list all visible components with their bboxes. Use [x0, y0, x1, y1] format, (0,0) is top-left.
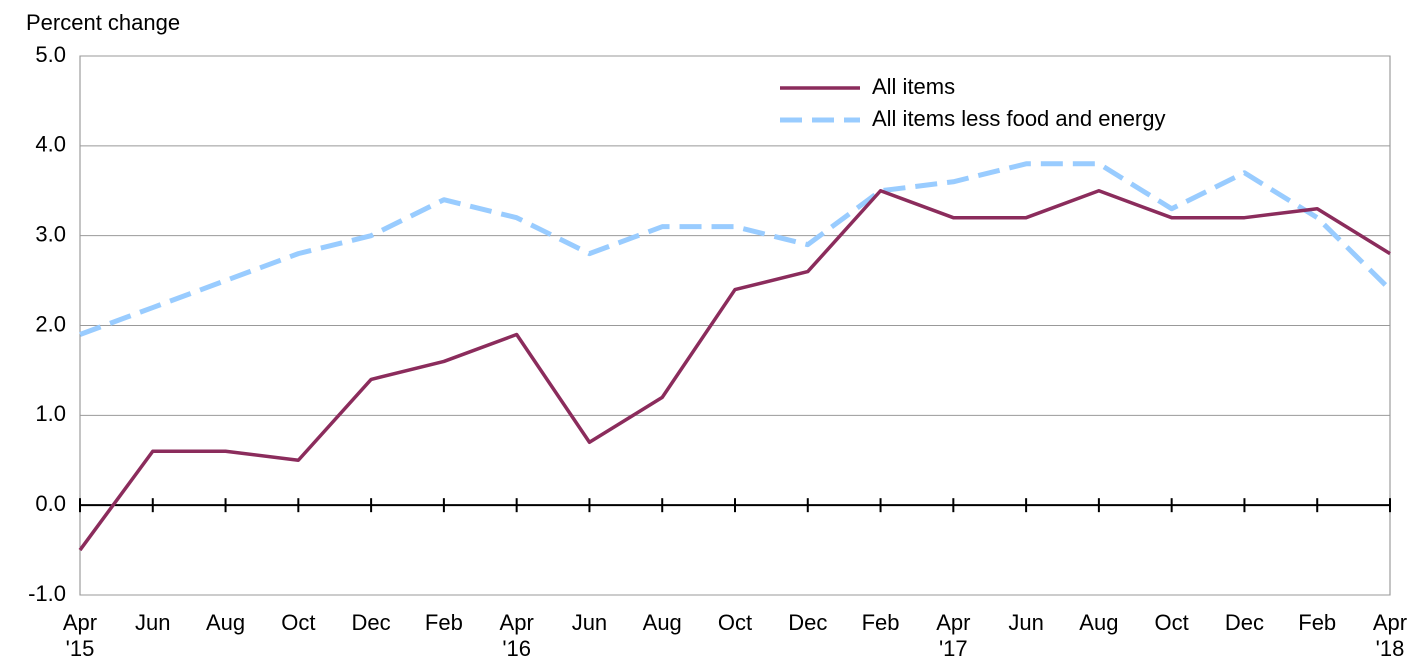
x-tick-label: Dec [1224, 610, 1264, 635]
x-tick-label: Feb [861, 610, 900, 635]
series-line [79, 161, 1392, 337]
x-tick-label: Apr '17 [936, 610, 971, 661]
x-tick-label: Apr '15 [62, 610, 98, 661]
x-tick-label: Dec [351, 610, 391, 635]
x-tick-label: Jun [1008, 610, 1044, 635]
y-tick-label: 4.0 [35, 132, 66, 157]
y-tick-label: 1.0 [35, 401, 66, 426]
y-tick-label: 0.0 [35, 491, 66, 516]
x-tick-label: Jun [571, 610, 608, 635]
x-tick-label: Dec [788, 610, 828, 635]
x-tick-label: Feb [424, 610, 463, 635]
y-axis-label: Percent change [26, 10, 180, 35]
y-tick-label: 2.0 [35, 311, 66, 336]
x-tick-label: Aug [1079, 610, 1119, 635]
x-tick-label: Aug [205, 610, 246, 635]
x-tick-label: Jun [135, 610, 171, 635]
y-tick-label: 5.0 [35, 42, 66, 67]
series-line [78, 189, 1391, 552]
y-tick-label: -1.0 [28, 581, 66, 606]
y-tick-label: 3.0 [35, 221, 66, 246]
legend-label: All items less food and energy [872, 106, 1166, 131]
x-tick-label: Apr '18 [1372, 610, 1408, 661]
x-tick-label: Oct [281, 610, 316, 635]
x-tick-label: Oct [1154, 610, 1189, 635]
x-tick-label: Feb [1298, 610, 1337, 635]
x-tick-label: Oct [717, 610, 753, 635]
x-tick-label: Apr '16 [499, 610, 534, 661]
legend-label: All items [872, 74, 955, 99]
x-tick-label: Aug [642, 610, 682, 635]
